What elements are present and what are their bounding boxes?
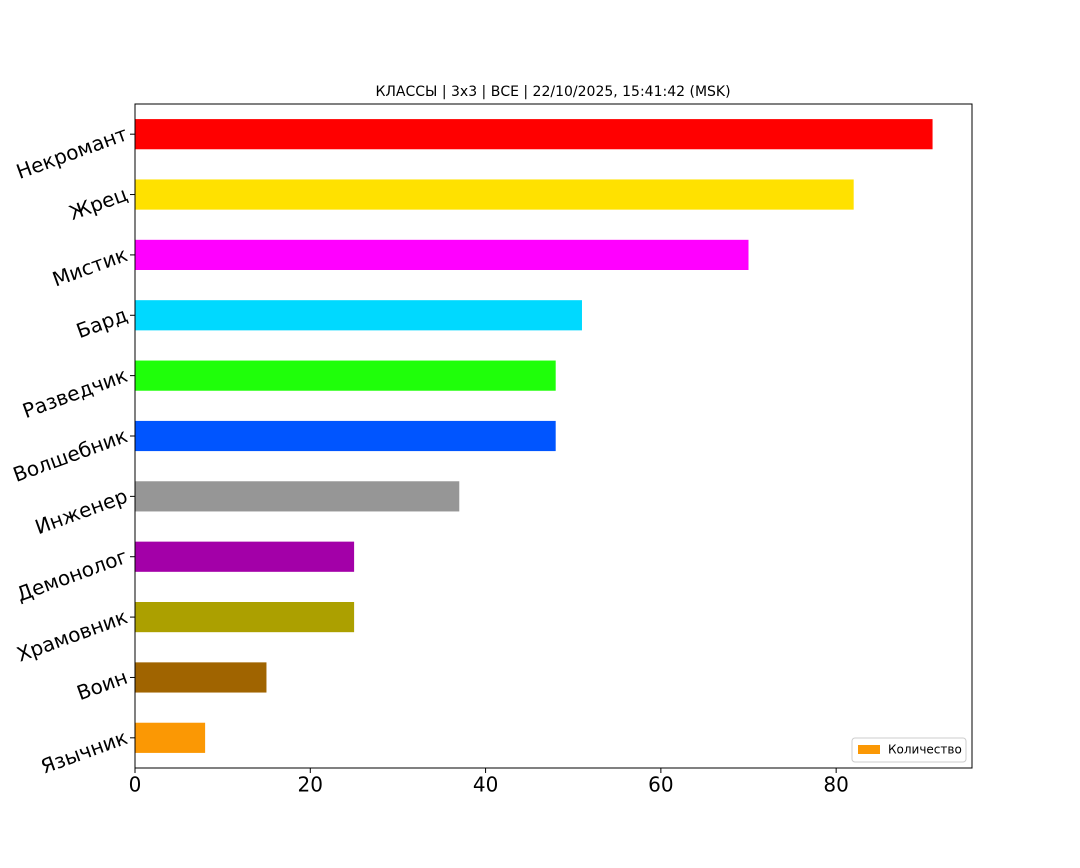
bar [135, 360, 556, 391]
bar [135, 119, 933, 150]
bar [135, 179, 854, 210]
y-tick-label: Некромант [13, 121, 131, 183]
y-tick-label: Демонолог [13, 544, 130, 606]
bar [135, 662, 267, 693]
y-tick-label: Храмовник [13, 604, 130, 666]
legend-box [851, 737, 967, 763]
bar [135, 481, 460, 512]
chart-title: КЛАССЫ | 3x3 | ВСЕ | 22/10/2025, 15:41:4… [375, 84, 730, 100]
x-tick-label: 40 [473, 773, 498, 797]
y-tick-label: Волшебник [10, 423, 131, 487]
legend-swatch [858, 745, 880, 754]
bar [135, 541, 355, 572]
x-tick-label: 20 [298, 773, 323, 797]
bar [135, 239, 749, 270]
y-tick-label: Разведчик [19, 363, 130, 423]
bar [135, 300, 582, 331]
bar [135, 722, 206, 753]
x-tick-label: 60 [648, 773, 673, 797]
y-tick-label: Инженер [32, 484, 131, 540]
x-tick-label: 0 [129, 773, 142, 797]
x-tick-label: 80 [823, 773, 848, 797]
y-tick-label: Язычник [38, 725, 131, 778]
legend-label: Количество [888, 743, 962, 757]
plot-frame [134, 103, 973, 769]
y-tick-label: Бард [73, 303, 131, 344]
y-tick-label: Воин [73, 665, 130, 705]
y-tick-label: Мистик [49, 242, 130, 291]
y-tick-label: Жрец [66, 182, 131, 225]
bar [135, 420, 556, 452]
bar [135, 602, 355, 633]
